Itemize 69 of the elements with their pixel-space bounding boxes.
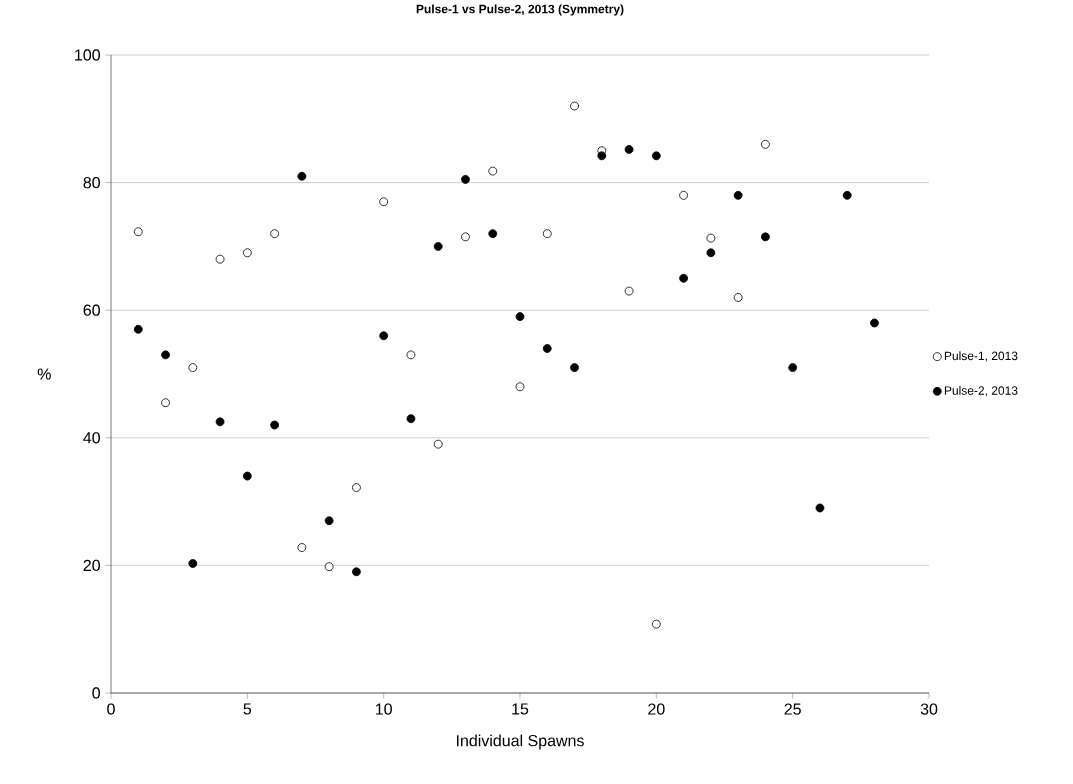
x-tick-label: 30	[920, 703, 938, 715]
point	[161, 350, 170, 360]
point	[679, 190, 689, 200]
point	[297, 171, 307, 181]
point	[542, 344, 552, 353]
y-tick-label: 20	[83, 559, 100, 572]
point	[242, 471, 252, 481]
point	[570, 363, 579, 373]
point	[842, 190, 852, 200]
point	[761, 232, 770, 242]
point	[352, 567, 361, 577]
point	[379, 331, 389, 341]
point	[161, 398, 170, 408]
x-tick-label: 25	[784, 703, 801, 715]
x-tick-label: 20	[648, 703, 665, 715]
point	[488, 166, 498, 176]
x-tick-label: 10	[375, 703, 392, 715]
point	[270, 420, 280, 430]
point	[433, 439, 443, 449]
point	[188, 559, 198, 568]
point	[352, 483, 361, 492]
point	[133, 324, 143, 334]
chart-title: Pulse-1 vs Pulse-2, 2013 (Symmetry)	[416, 4, 624, 16]
point	[651, 151, 661, 161]
point	[706, 233, 716, 243]
x-tick-label: 5	[243, 703, 252, 715]
point	[242, 248, 252, 258]
point	[324, 516, 334, 526]
y-tick-label: 40	[83, 432, 100, 444]
point	[406, 350, 416, 360]
point	[597, 151, 607, 161]
point	[733, 293, 743, 302]
y-tick-label: 80	[83, 176, 100, 189]
legend-label: Pulse-2, 2013	[944, 386, 1018, 397]
y-axis-title: %	[37, 368, 51, 380]
y-tick-label: 0	[92, 687, 100, 699]
point	[515, 312, 525, 321]
point	[679, 273, 689, 283]
point	[706, 248, 716, 258]
point	[624, 286, 634, 296]
point	[515, 382, 525, 392]
point	[379, 197, 389, 207]
point	[870, 318, 879, 328]
point	[624, 145, 634, 154]
point	[542, 229, 552, 239]
point	[324, 562, 334, 572]
x-tick-label: 15	[512, 703, 529, 715]
y-tick-label: 100	[75, 49, 100, 61]
point	[297, 543, 307, 552]
point	[133, 227, 143, 237]
point	[406, 414, 416, 424]
point	[651, 619, 661, 629]
point	[488, 229, 498, 239]
point	[815, 503, 825, 513]
point	[461, 232, 470, 242]
point	[570, 101, 579, 111]
point	[433, 242, 443, 251]
point	[788, 363, 798, 373]
y-tick-label: 60	[83, 304, 100, 316]
x-axis-title: Individual Spawns	[457, 734, 584, 750]
point	[761, 139, 770, 149]
x-tick-label: 0	[107, 703, 115, 715]
point	[215, 417, 225, 427]
point	[188, 363, 198, 373]
legend-label: Pulse-1, 2013	[944, 351, 1018, 362]
point	[270, 229, 280, 239]
point	[733, 190, 743, 200]
point	[215, 254, 225, 264]
point	[461, 175, 470, 184]
